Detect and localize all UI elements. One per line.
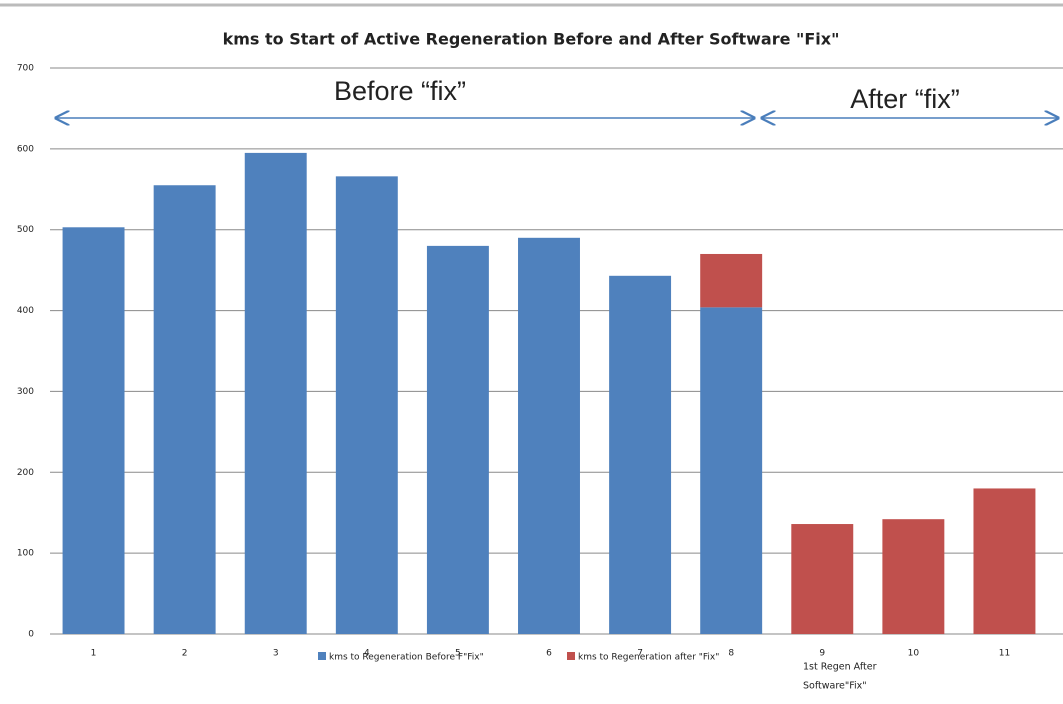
bar — [791, 524, 854, 634]
x-tick-label: 8 — [728, 649, 734, 659]
legend-swatch — [567, 652, 575, 660]
x-tick-label: 5 — [455, 649, 461, 659]
bar — [700, 307, 763, 634]
x-tick-label: 2 — [182, 649, 188, 659]
note: 1st Regen After — [803, 662, 877, 673]
y-tick-label: 100 — [17, 549, 34, 559]
x-tick-label: 7 — [637, 649, 643, 659]
bar — [609, 275, 672, 634]
x-tick-label: 3 — [273, 649, 279, 659]
bar — [153, 185, 216, 634]
x-tick-label: 1 — [91, 649, 97, 659]
x-tick-label: 9 — [819, 649, 825, 659]
bar — [335, 176, 398, 634]
bar — [244, 152, 307, 634]
chart-title: kms to Start of Active Regeneration Befo… — [223, 30, 840, 49]
note: Software"Fix" — [803, 681, 867, 692]
legend-label: kms to Regeneration Before F"Fix" — [329, 653, 484, 663]
y-tick-label: 700 — [17, 64, 34, 74]
y-tick-label: 0 — [28, 630, 34, 640]
bar — [973, 488, 1036, 634]
x-tick-label: 6 — [546, 649, 552, 659]
y-tick-label: 500 — [17, 225, 34, 235]
y-tick-label: 300 — [17, 387, 34, 397]
x-tick-label: 10 — [908, 649, 920, 659]
bar — [518, 237, 580, 635]
bar — [700, 253, 763, 308]
legend-label: kms to Regeneration after "Fix" — [578, 653, 719, 663]
y-tick-label: 600 — [17, 144, 34, 154]
bar — [62, 227, 125, 634]
bar — [882, 519, 945, 634]
before-annotation: Before “fix” — [334, 76, 466, 106]
x-tick-label: 11 — [999, 649, 1010, 659]
legend-swatch — [318, 652, 326, 660]
bar — [426, 245, 489, 634]
y-tick-label: 400 — [17, 306, 34, 316]
after-annotation: After “fix” — [850, 84, 960, 114]
x-tick-label: 4 — [364, 649, 370, 659]
y-tick-label: 200 — [17, 468, 34, 478]
